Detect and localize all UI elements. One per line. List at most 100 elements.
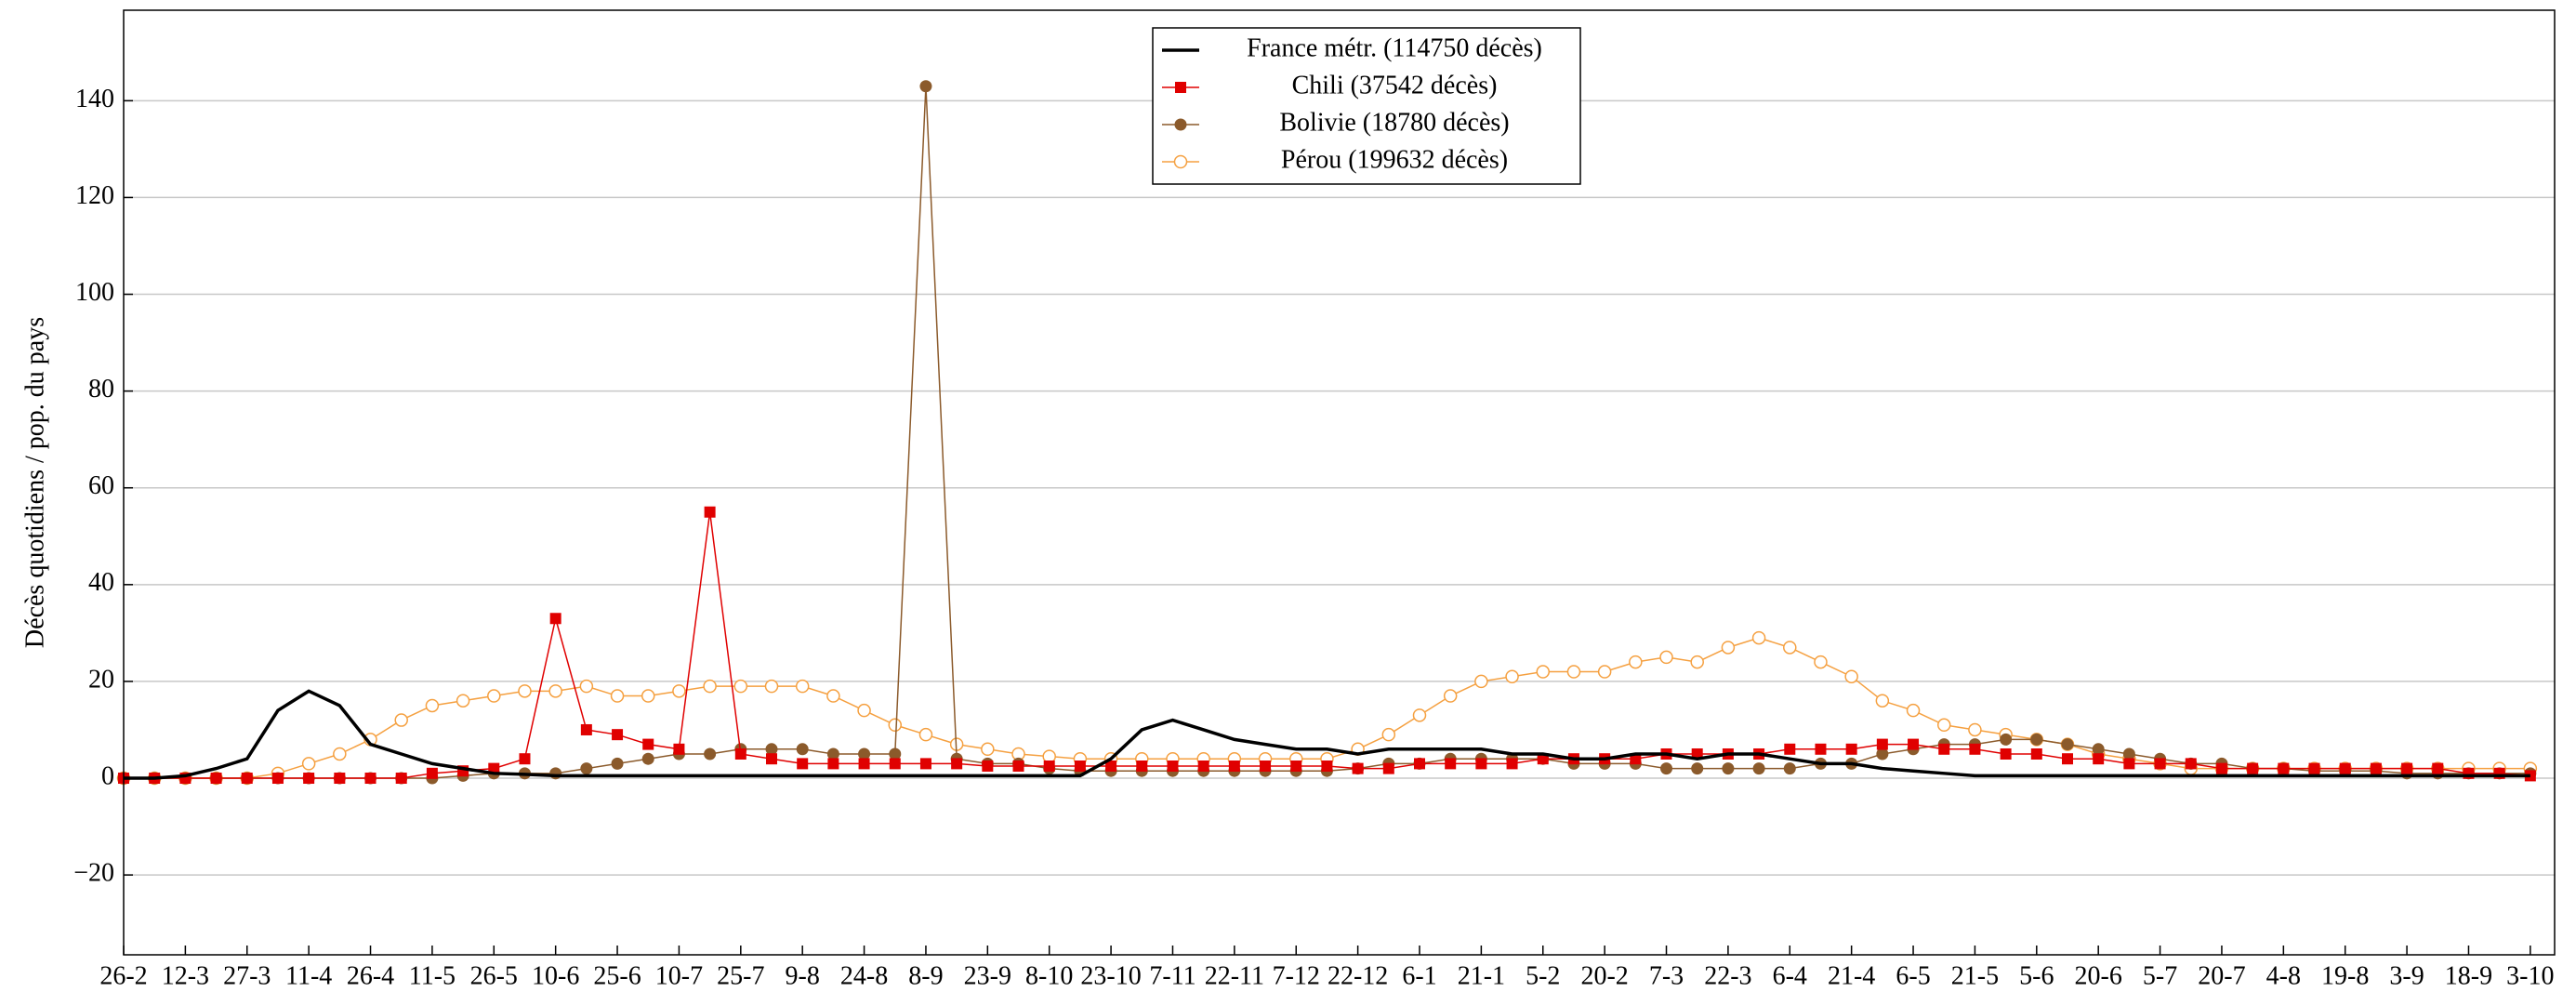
data-point	[1875, 694, 1890, 708]
data-point	[1876, 738, 1888, 750]
data-point	[2215, 762, 2227, 774]
y-tick-label: 140	[75, 85, 114, 113]
data-point	[704, 747, 717, 761]
data-point	[1659, 650, 1673, 665]
data-point	[1722, 762, 1735, 775]
x-tick-label: 23-9	[964, 961, 1011, 990]
data-point	[1260, 761, 1272, 773]
x-tick-label: 26-2	[99, 961, 147, 990]
x-tick-label: 26-4	[347, 961, 394, 990]
data-point	[487, 689, 501, 703]
x-tick-label: 7-12	[1273, 961, 1320, 990]
legend-label: Pérou (199632 décès)	[1281, 145, 1508, 174]
data-point	[1752, 762, 1765, 775]
data-point	[796, 743, 809, 756]
data-point	[1173, 154, 1188, 169]
data-point	[334, 773, 346, 785]
data-point	[1382, 762, 1394, 774]
data-point	[2308, 762, 2320, 774]
x-tick-label: 5-2	[1526, 961, 1560, 990]
data-point	[889, 758, 901, 770]
data-point	[1784, 743, 1796, 755]
data-point	[919, 80, 932, 93]
data-point	[1167, 761, 1179, 773]
data-point	[2154, 758, 2166, 770]
data-point	[210, 773, 222, 785]
data-point	[1381, 727, 1396, 742]
data-point	[826, 689, 840, 703]
data-point	[1783, 641, 1797, 655]
data-point	[2185, 758, 2197, 770]
plot-frame	[123, 9, 2556, 956]
y-tick-label: 100	[75, 278, 114, 307]
data-point	[1228, 761, 1240, 773]
data-point	[580, 762, 593, 775]
x-tick-label: 20-7	[2198, 961, 2245, 990]
data-point	[1906, 703, 1921, 718]
data-point	[919, 758, 931, 770]
data-point	[888, 718, 903, 733]
x-tick-label: 9-8	[786, 961, 820, 990]
data-point	[795, 679, 810, 694]
data-point	[1783, 762, 1796, 775]
data-point	[918, 727, 933, 742]
x-tick-label: 22-12	[1328, 961, 1388, 990]
data-point	[2432, 762, 2444, 774]
data-point	[1105, 761, 1117, 773]
data-point	[1445, 758, 1457, 770]
data-point	[1136, 761, 1148, 773]
data-point	[364, 773, 376, 785]
data-point	[2123, 758, 2135, 770]
data-point	[2339, 762, 2351, 774]
legend-box	[1152, 27, 1581, 185]
x-tick-label: 27-3	[223, 961, 271, 990]
x-tick-label: 8-9	[908, 961, 943, 990]
data-point	[1412, 708, 1427, 722]
x-tick-label: 11-5	[409, 961, 456, 990]
data-point	[1174, 118, 1187, 131]
data-point	[1815, 743, 1827, 755]
x-tick-label: 25-6	[593, 961, 641, 990]
data-point	[2401, 762, 2413, 774]
x-tick-label: 22-3	[1704, 961, 1751, 990]
legend-label: France métr. (114750 décès)	[1247, 33, 1542, 62]
data-point	[1968, 722, 1982, 737]
data-point	[2093, 753, 2105, 765]
x-tick-label: 3-9	[2389, 961, 2424, 990]
x-tick-label: 7-11	[1149, 961, 1196, 990]
data-point	[673, 743, 685, 755]
data-point	[333, 747, 347, 761]
data-point	[1443, 689, 1458, 703]
data-point	[858, 747, 871, 761]
x-tick-label: 10-6	[532, 961, 579, 990]
data-point	[641, 752, 654, 765]
data-point	[303, 773, 315, 785]
data-point	[1691, 762, 1704, 775]
data-point	[704, 506, 716, 518]
data-point	[827, 758, 839, 770]
data-point	[734, 747, 746, 760]
data-point	[1074, 761, 1086, 773]
data-point	[549, 613, 561, 625]
x-tick-label: 12-3	[162, 961, 209, 990]
data-point	[1908, 738, 1920, 750]
data-point	[2030, 733, 2043, 746]
data-point	[394, 713, 408, 727]
data-point	[1845, 743, 1857, 755]
data-point	[797, 758, 809, 770]
x-tick-label: 5-6	[2019, 961, 2054, 990]
x-tick-label: 7-3	[1649, 961, 1684, 990]
data-point	[642, 738, 654, 750]
series-line	[124, 689, 2530, 780]
y-tick-label: −20	[73, 859, 114, 888]
data-point	[2061, 753, 2073, 765]
data-point	[982, 761, 994, 773]
x-tick-label: 6-4	[1773, 961, 1807, 990]
data-point	[611, 757, 624, 770]
data-point	[425, 698, 440, 713]
data-point	[1043, 761, 1055, 773]
data-point	[641, 689, 655, 703]
x-tick-label: 8-10	[1025, 961, 1073, 990]
data-point	[1506, 758, 1518, 770]
